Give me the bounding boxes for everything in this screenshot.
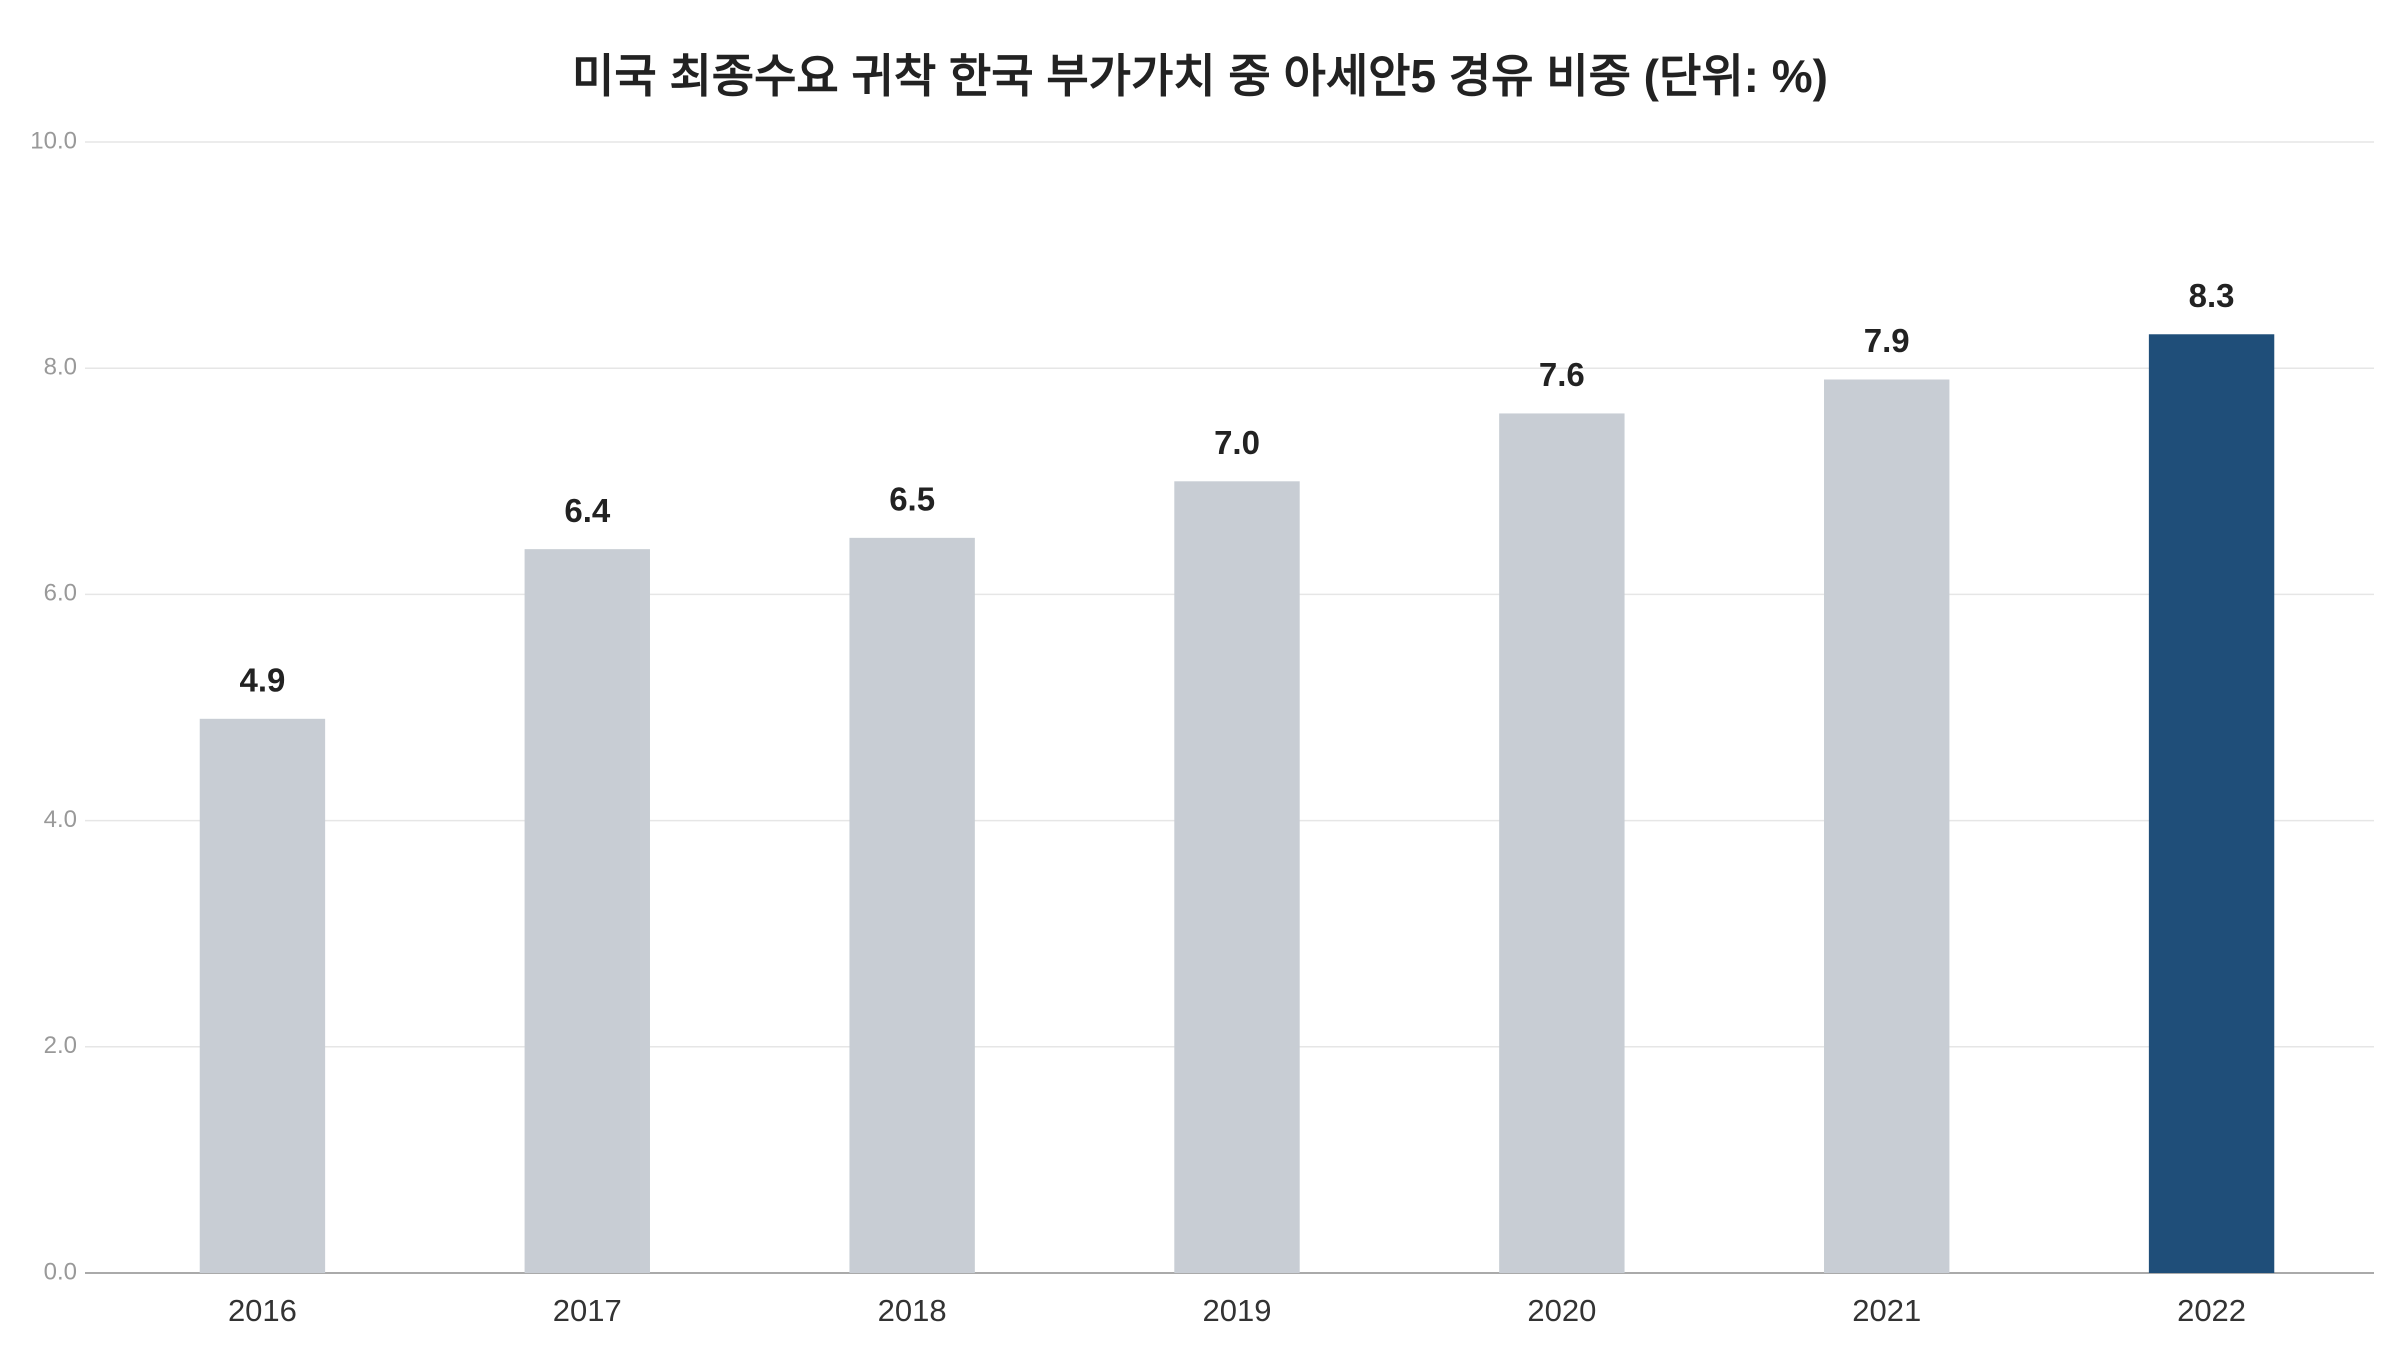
value-label: 7.6 [1539, 356, 1585, 393]
x-tick-label: 2017 [553, 1293, 622, 1328]
y-tick-label: 4.0 [44, 806, 77, 833]
x-tick-label: 2019 [1203, 1293, 1272, 1328]
value-label: 4.9 [239, 662, 285, 699]
x-tick-label: 2016 [228, 1293, 297, 1328]
x-tick-label: 2020 [1527, 1293, 1596, 1328]
bar [524, 549, 650, 1273]
x-tick-label: 2018 [878, 1293, 947, 1328]
bar [1174, 481, 1300, 1273]
x-tick-label: 2022 [2177, 1293, 2246, 1328]
y-tick-label: 0.0 [44, 1258, 77, 1285]
y-tick-label: 8.0 [44, 354, 77, 381]
bar [1499, 413, 1625, 1273]
value-label: 7.0 [1214, 424, 1260, 461]
bar [199, 718, 326, 1273]
y-tick-label: 10.0 [30, 127, 77, 154]
value-label: 8.3 [2189, 277, 2235, 314]
value-label: 6.4 [564, 492, 611, 529]
chart-title: 미국 최종수요 귀착 한국 부가가치 중 아세안5 경유 비중 (단위: %) [572, 50, 1828, 102]
value-label: 6.5 [889, 481, 935, 518]
bar [2148, 334, 2275, 1273]
value-label: 7.9 [1864, 322, 1910, 359]
bar [1824, 379, 1950, 1273]
x-tick-label: 2021 [1852, 1293, 1921, 1328]
y-tick-label: 6.0 [44, 580, 77, 607]
bar [849, 537, 975, 1273]
y-tick-label: 2.0 [44, 1032, 77, 1059]
